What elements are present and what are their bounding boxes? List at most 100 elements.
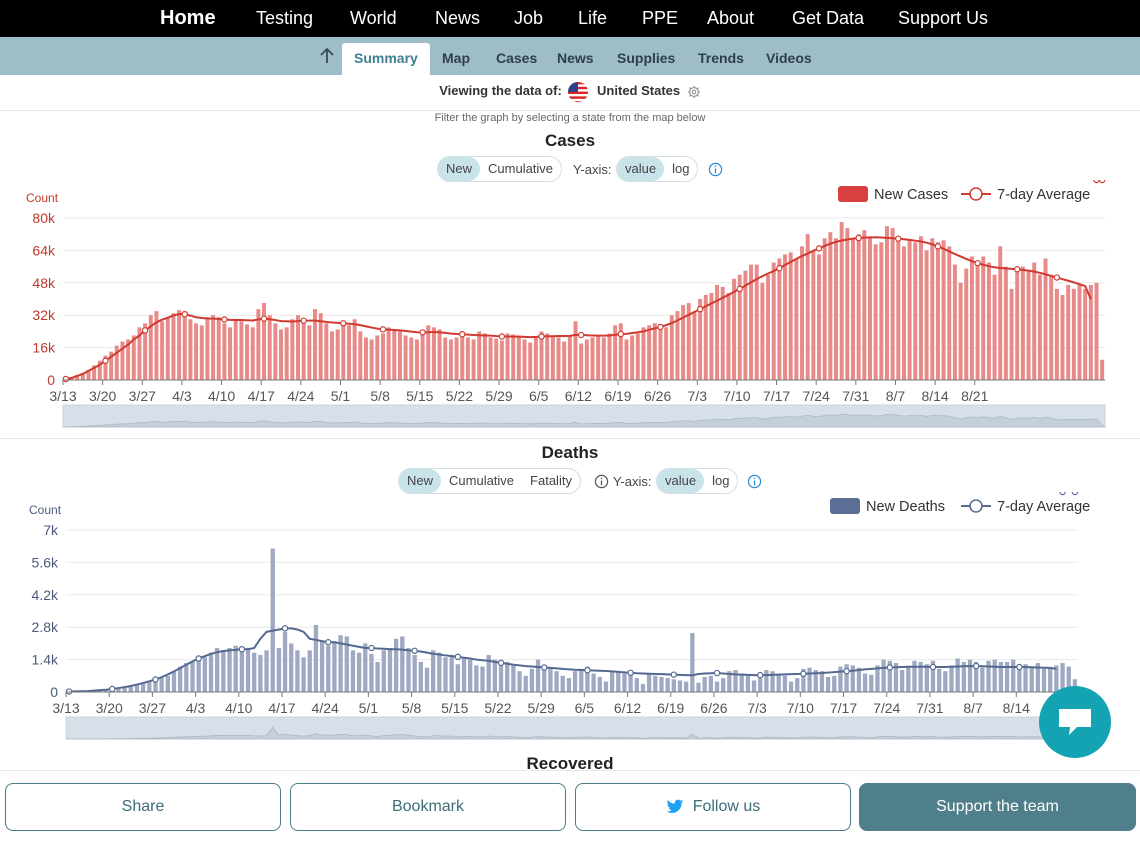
bar bbox=[720, 286, 725, 380]
average-point bbox=[584, 667, 591, 674]
bookmark-button[interactable]: Bookmark bbox=[290, 783, 566, 831]
x-tick-label: 4/10 bbox=[225, 700, 252, 716]
average-point bbox=[109, 685, 116, 693]
deaths-yaxis-label: Y-axis: bbox=[613, 474, 652, 489]
nav-testing[interactable]: Testing bbox=[256, 8, 314, 28]
bar bbox=[856, 667, 862, 692]
average-point bbox=[1059, 492, 1066, 496]
bar bbox=[239, 649, 245, 692]
bar bbox=[805, 234, 810, 380]
bar bbox=[665, 678, 670, 692]
tab-videos[interactable]: Videos bbox=[766, 50, 812, 66]
average-point bbox=[141, 327, 149, 334]
tab-map[interactable]: Map bbox=[442, 50, 470, 66]
cases-yaxis-label: Y-axis: bbox=[573, 162, 612, 177]
x-tick-label: 6/19 bbox=[604, 388, 631, 404]
us-flag-icon bbox=[568, 81, 589, 102]
nav-about[interactable]: About bbox=[707, 8, 755, 28]
bar bbox=[341, 325, 346, 380]
nav-get-data[interactable]: Get Data bbox=[792, 8, 865, 28]
info-icon[interactable] bbox=[747, 474, 762, 489]
bar bbox=[455, 664, 460, 692]
bar bbox=[381, 650, 386, 692]
bar bbox=[548, 667, 553, 692]
bar bbox=[431, 327, 436, 380]
sub-navigation: Summary Map Cases News Supplies Trends V… bbox=[0, 37, 1140, 75]
bar bbox=[347, 325, 351, 380]
cases-scale-value[interactable]: value bbox=[617, 157, 665, 181]
bar bbox=[737, 274, 742, 380]
bar bbox=[480, 666, 485, 692]
bar bbox=[609, 671, 615, 692]
x-tick-label: 4/17 bbox=[248, 388, 275, 404]
support-team-button[interactable]: Support the team bbox=[859, 783, 1136, 831]
bar bbox=[386, 327, 391, 380]
bar bbox=[664, 327, 669, 380]
deaths-scale-log[interactable]: log bbox=[712, 473, 730, 488]
range-slider-overview bbox=[65, 726, 1079, 740]
bar bbox=[751, 680, 757, 692]
bar bbox=[647, 325, 652, 380]
nav-ppe[interactable]: PPE bbox=[642, 8, 679, 28]
nav-support-us[interactable]: Support Us bbox=[898, 8, 989, 28]
bar bbox=[190, 661, 195, 692]
bar bbox=[380, 333, 385, 380]
region-name[interactable]: United States bbox=[597, 83, 681, 98]
nav-home[interactable]: Home bbox=[160, 7, 216, 29]
info-icon[interactable] bbox=[594, 474, 609, 489]
bar bbox=[758, 678, 763, 692]
x-tick-label: 8/7 bbox=[963, 700, 983, 716]
bar bbox=[943, 671, 948, 692]
tab-summary[interactable]: Summary bbox=[342, 43, 430, 75]
cases-toggle-cumulative[interactable]: Cumulative bbox=[488, 161, 554, 176]
share-button[interactable]: Share bbox=[5, 783, 281, 831]
gear-icon[interactable] bbox=[687, 85, 701, 99]
bar bbox=[228, 327, 233, 380]
bar bbox=[171, 313, 176, 380]
bar bbox=[295, 650, 300, 692]
divider bbox=[0, 438, 1140, 439]
chat-icon bbox=[1059, 709, 1091, 735]
bar bbox=[907, 240, 912, 380]
cases-toggle-new[interactable]: New bbox=[438, 157, 481, 181]
nav-job[interactable]: Job bbox=[514, 8, 544, 28]
tab-trends[interactable]: Trends bbox=[698, 50, 744, 66]
chat-button[interactable] bbox=[1039, 686, 1111, 758]
bar bbox=[659, 676, 664, 692]
bar bbox=[258, 654, 263, 692]
info-icon[interactable] bbox=[708, 162, 723, 177]
nav-life[interactable]: Life bbox=[578, 8, 608, 28]
bar bbox=[245, 648, 251, 692]
bar bbox=[282, 631, 288, 692]
average-point bbox=[379, 326, 387, 333]
nav-world[interactable]: World bbox=[350, 8, 397, 28]
bar bbox=[492, 659, 498, 692]
x-tick-label: 5/1 bbox=[359, 700, 379, 716]
bar bbox=[245, 324, 250, 380]
bar bbox=[488, 337, 493, 380]
nav-news[interactable]: News bbox=[435, 8, 481, 28]
deaths-scale-value[interactable]: value bbox=[657, 469, 705, 493]
cases-scale-log[interactable]: log bbox=[672, 161, 690, 176]
tab-news[interactable]: News bbox=[557, 50, 594, 66]
bar bbox=[832, 675, 837, 692]
average-point bbox=[152, 676, 159, 683]
follow-button[interactable]: Follow us bbox=[575, 783, 851, 831]
bar bbox=[562, 341, 567, 380]
arrow-up-icon[interactable] bbox=[316, 45, 338, 67]
deaths-toggle-new[interactable]: New bbox=[399, 469, 442, 493]
tab-cases[interactable]: Cases bbox=[496, 50, 538, 66]
bar bbox=[1003, 266, 1008, 380]
bar bbox=[159, 678, 164, 692]
bar bbox=[1048, 667, 1053, 692]
bar bbox=[289, 643, 294, 692]
bar bbox=[692, 311, 697, 380]
bar bbox=[766, 274, 771, 380]
deaths-toggle-cumulative[interactable]: Cumulative bbox=[449, 473, 515, 488]
tab-supplies[interactable]: Supplies bbox=[617, 50, 676, 66]
x-tick-label: 6/26 bbox=[700, 700, 727, 716]
average-point bbox=[281, 625, 289, 632]
deaths-toggle-fatality[interactable]: Fatality bbox=[530, 473, 572, 488]
bar bbox=[881, 659, 886, 692]
bar bbox=[443, 657, 448, 692]
